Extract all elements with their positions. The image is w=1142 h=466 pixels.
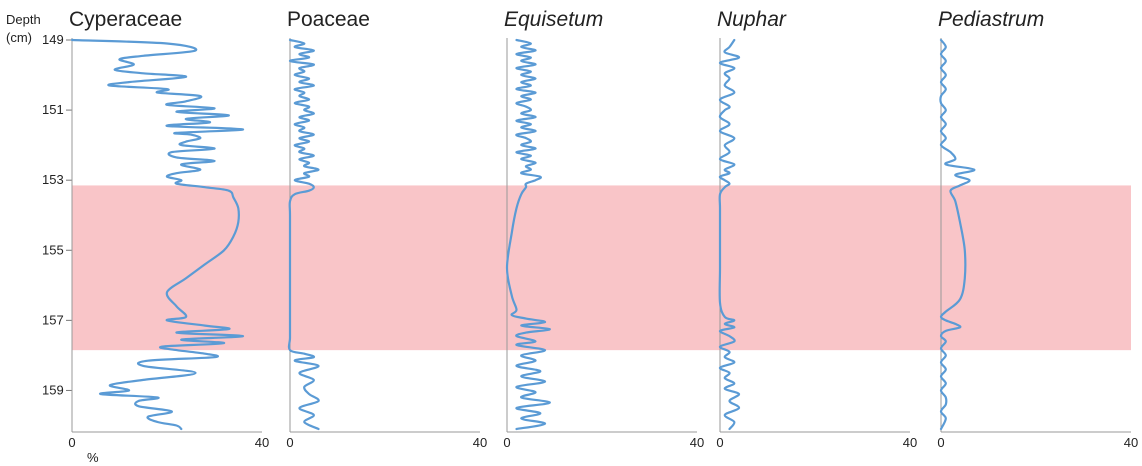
series-line bbox=[70, 38, 245, 431]
y-axis-label-unit: (cm) bbox=[6, 30, 32, 45]
y-tick-label: 155 bbox=[42, 242, 64, 257]
y-tick-label: 159 bbox=[42, 382, 64, 397]
x-tick-label: 40 bbox=[1124, 435, 1138, 450]
panel-title: Cyperaceae bbox=[69, 8, 182, 31]
x-tick-label: 0 bbox=[716, 435, 723, 450]
panel-title: Equisetum bbox=[504, 8, 603, 31]
y-tick-label: 157 bbox=[42, 312, 64, 327]
highlight-band-layer bbox=[72, 185, 1131, 351]
series-line bbox=[939, 38, 976, 431]
x-tick-label: 40 bbox=[255, 435, 269, 450]
x-axis-unit-label: % bbox=[87, 450, 99, 465]
panel-cyperaceae: 0 40 Cyperaceae bbox=[68, 8, 269, 450]
x-tick-label: 0 bbox=[68, 435, 75, 450]
x-tick-label: 0 bbox=[503, 435, 510, 450]
panel-title: Pediastrum bbox=[938, 8, 1044, 31]
panel-poaceae: 0 40 Poaceae bbox=[286, 8, 487, 450]
x-tick-label: 40 bbox=[473, 435, 487, 450]
panel-title: Poaceae bbox=[287, 8, 370, 31]
panel-nuphar: 0 40 Nuphar bbox=[716, 8, 917, 450]
x-tick-label: 0 bbox=[286, 435, 293, 450]
series-line bbox=[287, 38, 320, 431]
series-line bbox=[718, 38, 741, 431]
series-line bbox=[505, 38, 551, 431]
panel-title: Nuphar bbox=[717, 8, 787, 31]
x-tick-label: 40 bbox=[690, 435, 704, 450]
y-tick-label: 151 bbox=[42, 102, 64, 117]
panel-pediastrum: 0 40 Pediastrum bbox=[937, 8, 1138, 450]
y-tick-label: 153 bbox=[42, 172, 64, 187]
y-tick-label: 149 bbox=[42, 32, 64, 47]
panels: 0 40 Cyperaceae 0 40 Poaceae 0 40 Equisetum 0 40 Nu… bbox=[68, 8, 1138, 450]
highlight-band bbox=[72, 185, 1131, 351]
y-axis-label-depth: Depth bbox=[6, 12, 41, 27]
panel-equisetum: 0 40 Equisetum bbox=[503, 8, 704, 450]
y-axis-ticks: 149 151 153 155 157 159 bbox=[42, 32, 72, 397]
x-tick-label: 0 bbox=[937, 435, 944, 450]
x-tick-label: 40 bbox=[903, 435, 917, 450]
